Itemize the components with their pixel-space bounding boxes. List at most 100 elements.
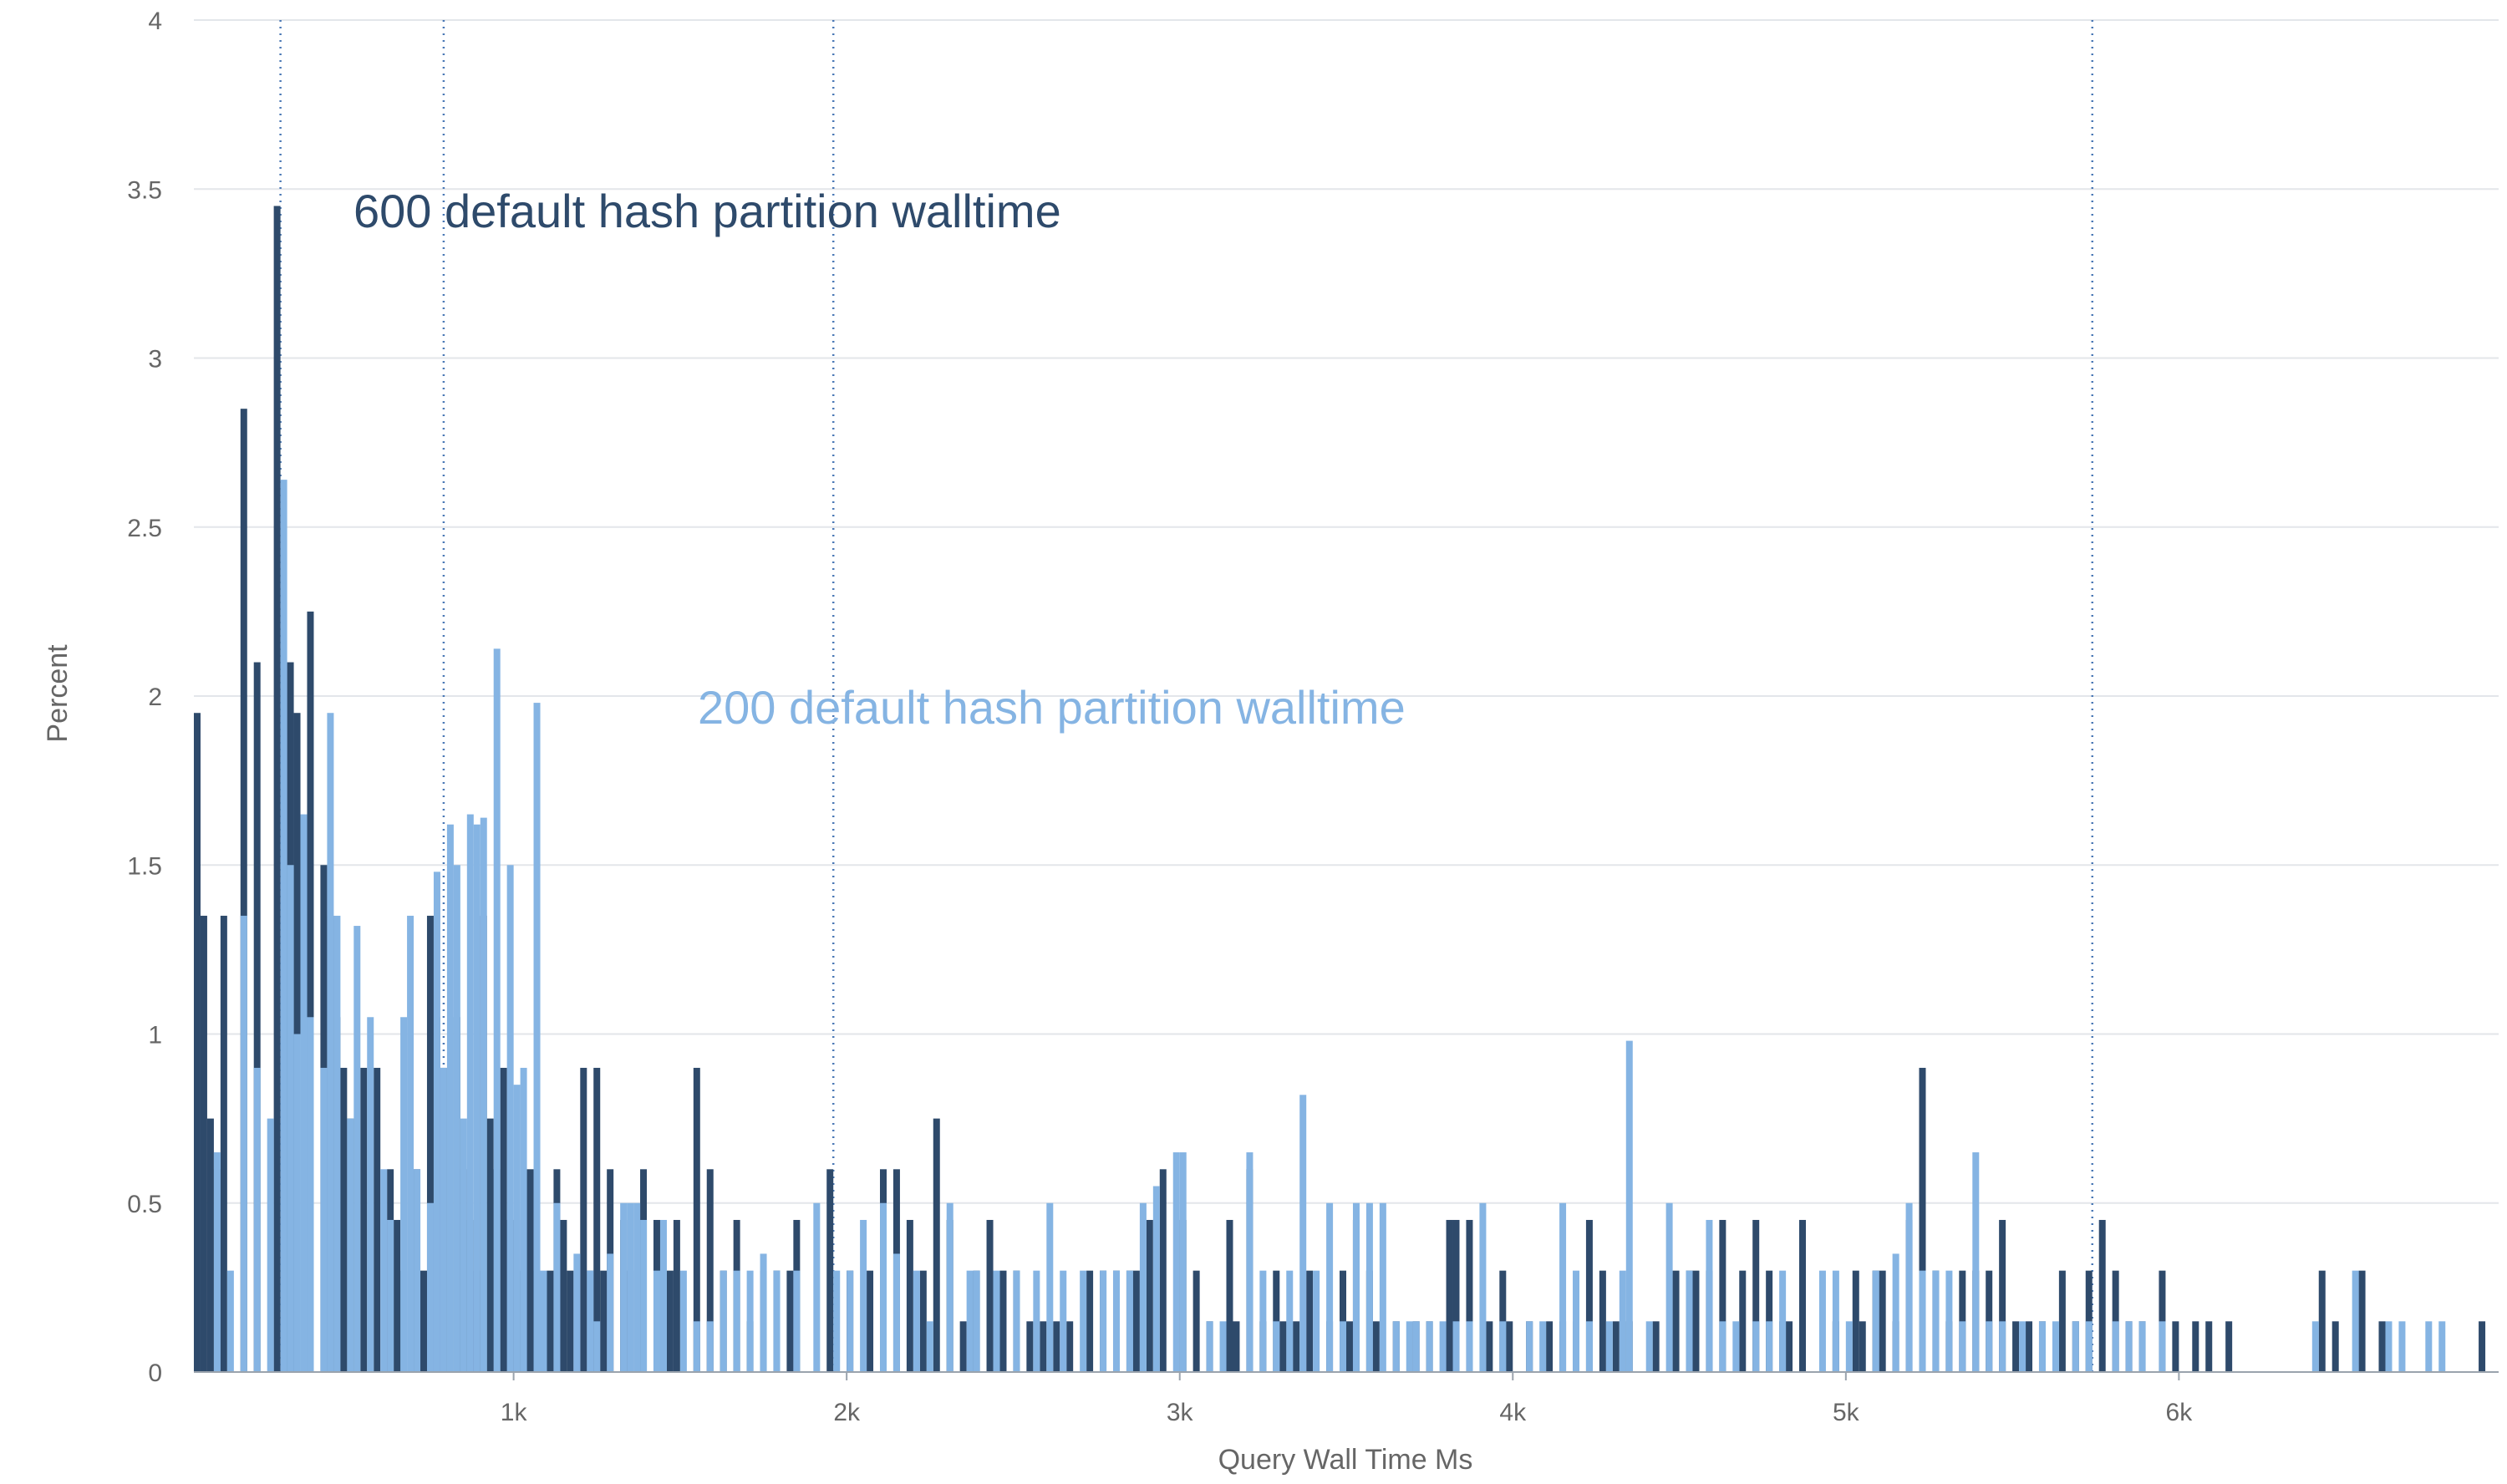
- bar-600-partition: [1752, 1219, 1760, 1372]
- x-tick-label: 6k: [2166, 1399, 2194, 1426]
- bar-200-partition: [1892, 1253, 1899, 1372]
- bar-600-partition: [1786, 1321, 1793, 1372]
- y-tick-label: 2: [148, 684, 162, 711]
- bar-200-partition: [1439, 1321, 1447, 1372]
- bar-600-partition: [666, 1270, 674, 1372]
- bar-600-partition: [2378, 1321, 2386, 1372]
- bar-200-partition: [2311, 1321, 2319, 1372]
- tick-labels: 0 0.5 1 1.5 2 2.5 3 3.5 4 1k 2k 3k 4k 5k 6k: [127, 8, 2193, 1426]
- bar-200-partition: [280, 480, 287, 1372]
- bar-200-partition: [1559, 1202, 1567, 1372]
- bar-200-partition: [633, 1202, 641, 1372]
- x-tick-label: 5k: [1833, 1399, 1860, 1426]
- bar-200-partition: [1340, 1321, 1347, 1372]
- bar-200-partition: [607, 1253, 614, 1372]
- bar-600-partition: [486, 1118, 494, 1372]
- bar-200-partition: [1719, 1321, 1726, 1372]
- bar-200-partition: [387, 1219, 394, 1372]
- bar-200-partition: [367, 1017, 374, 1372]
- bar-200-partition: [706, 1321, 714, 1372]
- bar-200-partition: [480, 817, 487, 1372]
- x-axis-title: Query Wall Time Ms: [1218, 1444, 1473, 1476]
- annotation-600-partition: 600 default hash partition walltime: [353, 185, 1061, 237]
- bar-200-partition: [793, 1270, 801, 1372]
- bar-200-partition: [1172, 1152, 1180, 1372]
- bar-200-partition: [993, 1270, 1000, 1372]
- bar-200-partition: [1126, 1270, 1133, 1372]
- bar-200-partition: [2072, 1321, 2079, 1372]
- bar-600-partition: [2026, 1321, 2033, 1372]
- x-tick-label: 1k: [501, 1399, 528, 1426]
- bar-200-partition: [1060, 1270, 1067, 1372]
- bar-200-partition: [1406, 1321, 1413, 1372]
- bar-600-partition: [919, 1270, 927, 1372]
- bar-200-partition: [1273, 1321, 1280, 1372]
- bar-200-partition: [353, 926, 361, 1372]
- y-tick-label: 2.5: [127, 515, 162, 542]
- grid-lines: [194, 19, 2499, 1204]
- bar-200-partition: [653, 1270, 661, 1372]
- bar-600-partition: [999, 1270, 1007, 1372]
- bar-200-partition: [1352, 1202, 1360, 1372]
- bar-200-partition: [253, 1067, 261, 1372]
- x-tick-label: 3k: [1167, 1399, 1194, 1426]
- bar-200-partition: [1665, 1202, 1673, 1372]
- bar-200-partition: [1972, 1152, 1980, 1372]
- bar-200-partition: [627, 1202, 634, 1372]
- bar-200-partition: [733, 1270, 740, 1372]
- bar-600-partition: [1466, 1219, 1473, 1372]
- bar-200-partition: [1706, 1219, 1713, 1372]
- bar-600-partition: [374, 1067, 381, 1372]
- bar-200-partition: [640, 1219, 648, 1372]
- bar-200-partition: [1986, 1321, 1993, 1372]
- bar-600-partition: [2358, 1270, 2366, 1372]
- bar-600-partition: [2192, 1321, 2199, 1372]
- bar-200-partition: [1779, 1270, 1787, 1372]
- bar-200-partition: [426, 1202, 434, 1372]
- bar-200-partition: [593, 1321, 601, 1372]
- y-tick-label: 3.5: [127, 176, 162, 204]
- bar-200-partition: [240, 915, 247, 1372]
- bar-600-partition: [1486, 1321, 1493, 1372]
- y-axis-title: Percent: [42, 644, 74, 743]
- bar-600-partition: [1026, 1321, 1034, 1372]
- bar-200-partition: [2052, 1321, 2059, 1372]
- bar-600-partition: [2058, 1270, 2066, 1372]
- bar-600-partition: [220, 915, 227, 1372]
- bar-200-partition: [1426, 1321, 1433, 1372]
- bar-200-partition: [1999, 1321, 2006, 1372]
- bar-600-partition: [1040, 1321, 1047, 1372]
- bar-200-partition: [679, 1270, 687, 1372]
- bar-600-partition: [906, 1219, 913, 1372]
- bar-200-partition: [333, 915, 341, 1372]
- bar-600-partition: [1506, 1321, 1513, 1372]
- bar-200-partition: [2159, 1321, 2166, 1372]
- bar-200-partition: [453, 865, 460, 1372]
- bar-200-partition: [2425, 1321, 2433, 1372]
- bar-200-partition: [1299, 1095, 1307, 1372]
- bar-200-partition: [847, 1270, 854, 1372]
- bar-200-partition: [966, 1270, 974, 1372]
- bar-200-partition: [2438, 1321, 2446, 1372]
- bar-200-partition: [773, 1270, 781, 1372]
- bar-600-partition: [1279, 1321, 1287, 1372]
- bar-200-partition: [1605, 1321, 1613, 1372]
- bar-600-partition: [567, 1270, 574, 1372]
- bar-200-partition: [267, 1118, 274, 1372]
- bar-200-partition: [553, 1202, 561, 1372]
- bar-200-partition: [2038, 1321, 2046, 1372]
- bar-600-partition: [2012, 1321, 2020, 1372]
- bar-200-partition: [1013, 1270, 1020, 1372]
- bar-200-partition: [1219, 1321, 1227, 1372]
- bar-200-partition: [1818, 1270, 1826, 1372]
- bar-600-partition: [1612, 1321, 1620, 1372]
- bar-600-partition: [1192, 1270, 1200, 1372]
- bar-600-partition: [560, 1219, 567, 1372]
- bar-600-partition: [2172, 1321, 2179, 1372]
- bar-600-partition: [2225, 1321, 2233, 1372]
- bar-600-partition: [1859, 1321, 1866, 1372]
- bar-600-partition: [986, 1219, 994, 1372]
- bar-600-partition: [1585, 1219, 1593, 1372]
- bar-200-partition: [1365, 1202, 1373, 1372]
